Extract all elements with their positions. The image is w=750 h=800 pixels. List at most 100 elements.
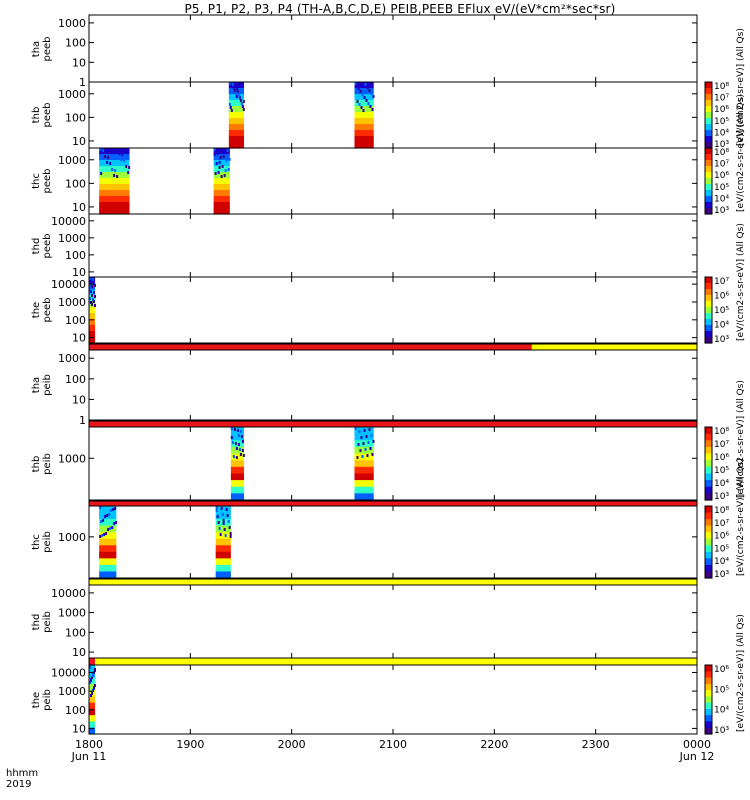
spectrogram-cell bbox=[213, 153, 216, 156]
colorbar-cell bbox=[705, 313, 712, 320]
x-tick-date: Jun 11 bbox=[71, 750, 107, 763]
colorbar-cell bbox=[705, 665, 712, 672]
spectrogram-cell bbox=[360, 106, 363, 109]
colorbar-tick-label: 10⁵ bbox=[714, 183, 729, 193]
colorbar-tick-label: 10⁸ bbox=[714, 506, 729, 516]
spectrogram-cell bbox=[233, 89, 236, 92]
colorbar-tick-label: 10⁸ bbox=[714, 148, 729, 158]
spectrogram-cell bbox=[89, 313, 96, 320]
spectrogram-cell bbox=[230, 486, 245, 494]
panel-ylabel: tha peib bbox=[31, 360, 53, 410]
y-tick-label: 1000 bbox=[58, 17, 86, 30]
mode-strip-segment bbox=[89, 658, 96, 665]
spectrogram-cell bbox=[99, 538, 117, 546]
spectrogram-cell bbox=[221, 165, 224, 168]
colorbar-cell bbox=[705, 166, 712, 173]
spectrogram-cell bbox=[100, 172, 103, 175]
spectrogram-cell bbox=[227, 520, 230, 523]
colorbar-cell bbox=[705, 480, 712, 488]
colorbar-cell bbox=[705, 82, 712, 89]
spectrogram-cell bbox=[214, 172, 217, 175]
spectrogram-cell bbox=[224, 534, 227, 537]
spectrogram-cell bbox=[93, 687, 95, 690]
spectrogram-cell bbox=[218, 166, 221, 169]
y-tick-label: 10 bbox=[72, 135, 86, 148]
spectrogram-cell bbox=[213, 190, 230, 197]
colorbar-cell bbox=[705, 142, 712, 149]
spectrogram-cell bbox=[230, 427, 233, 430]
spectrogram-cell bbox=[354, 112, 374, 119]
spectrogram-cell bbox=[354, 433, 374, 441]
spectrogram-cell bbox=[354, 480, 374, 488]
y-tick-label: 1000 bbox=[58, 607, 86, 620]
colorbar-cell bbox=[705, 702, 712, 710]
spectrogram-cell bbox=[223, 174, 226, 177]
spectrogram-cell bbox=[99, 532, 117, 540]
y-tick-label: 100 bbox=[65, 704, 86, 717]
spectrogram-cell bbox=[235, 456, 238, 459]
spectrogram-cell bbox=[354, 453, 374, 461]
spectrogram-cell bbox=[354, 136, 374, 143]
spectrogram-cell bbox=[213, 154, 230, 161]
spectrogram-cell bbox=[99, 564, 117, 573]
spectrogram-cell bbox=[99, 558, 117, 566]
spectrogram-cell bbox=[120, 158, 123, 161]
spectrogram-cell bbox=[215, 545, 231, 553]
colorbar-cell bbox=[705, 519, 712, 527]
spectrogram-cell bbox=[89, 297, 91, 300]
colorbar-cell bbox=[705, 124, 712, 131]
spectrogram-cell bbox=[99, 551, 117, 559]
spectrogram-cell bbox=[99, 571, 117, 579]
spectrogram-block bbox=[213, 148, 231, 215]
spectrogram-cell bbox=[94, 304, 96, 307]
spectrogram-cell bbox=[213, 184, 230, 191]
spectrogram-cell bbox=[89, 702, 96, 710]
colorbar-cell bbox=[705, 466, 712, 475]
mode-strip-segment bbox=[89, 579, 697, 585]
spectrogram-cell bbox=[229, 535, 232, 538]
colorbar-label: [eV/(cm2-s-sr-eV)] (All Qs) bbox=[736, 94, 746, 212]
colorbar-cell bbox=[705, 460, 712, 468]
colorbar-cell bbox=[705, 112, 712, 119]
spectrogram-cell bbox=[99, 202, 130, 209]
colorbar-tick-label: 10⁶ bbox=[714, 532, 729, 542]
spectrogram-cell bbox=[89, 325, 96, 332]
colorbar-cell bbox=[705, 446, 712, 455]
spectrogram-cell bbox=[92, 278, 94, 281]
colorbar-tick-label: 10⁵ bbox=[714, 466, 729, 476]
spectrogram-cell bbox=[89, 666, 91, 669]
ylabel-probe: tha bbox=[31, 376, 42, 394]
y-tick-label: 1000 bbox=[58, 154, 86, 167]
panel-ylabel: the peeb bbox=[31, 285, 53, 335]
spectrogram-cell bbox=[354, 486, 374, 494]
spectrogram-cell bbox=[92, 674, 94, 677]
spectrogram-cell bbox=[223, 528, 226, 531]
spectrogram-cell bbox=[228, 130, 245, 137]
spectrogram-cell bbox=[354, 82, 374, 89]
spectrogram-cell bbox=[218, 527, 221, 530]
spectrogram-cell bbox=[106, 514, 109, 517]
panel-ylabel: thc peeb bbox=[31, 156, 53, 206]
colorbar-cell bbox=[705, 512, 712, 520]
ylabel-probe: thd bbox=[31, 237, 42, 254]
x-tick-label: 2100 bbox=[379, 738, 407, 751]
spectrogram-cell bbox=[222, 522, 225, 525]
spectrogram-cell bbox=[372, 95, 375, 98]
x-tick-label: 0000 bbox=[683, 738, 711, 751]
colorbar-cell bbox=[705, 715, 712, 723]
spectrogram-cell bbox=[102, 149, 105, 152]
spectrogram-cell bbox=[240, 435, 243, 438]
spectrogram-cell bbox=[361, 455, 364, 458]
spectrogram-cell bbox=[230, 109, 233, 112]
colorbar-cell bbox=[705, 295, 712, 302]
colorbar-tick-label: 10³ bbox=[714, 570, 729, 580]
x-tick-label: 2300 bbox=[582, 738, 610, 751]
panel-frame bbox=[88, 213, 698, 278]
colorbar-cell bbox=[705, 202, 712, 209]
spectrogram-cell bbox=[354, 124, 374, 131]
spectrogram-cell bbox=[357, 443, 360, 446]
colorbar-tick-label: 10⁴ bbox=[714, 557, 729, 567]
spectrogram-cell bbox=[121, 153, 124, 156]
colorbar-tick-label: 10⁶ bbox=[714, 665, 729, 675]
